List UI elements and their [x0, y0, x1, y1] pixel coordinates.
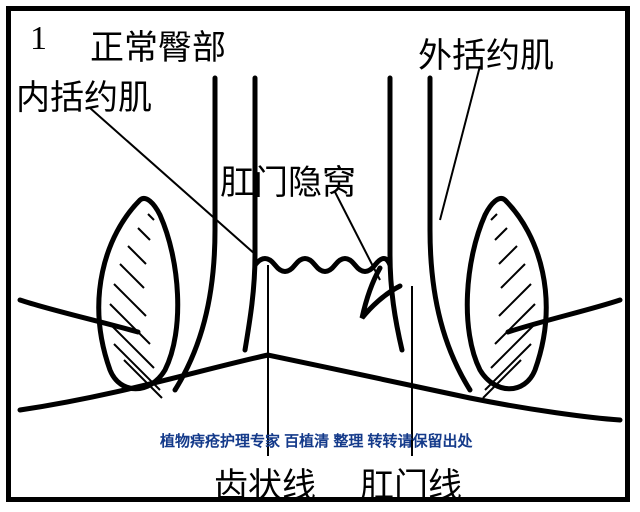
label-inner_sphincter: 内括约肌 — [16, 70, 152, 119]
label-anal_line: 肛门线 — [360, 458, 462, 507]
label-figure_number: 1 — [30, 20, 47, 58]
path-left_slope — [20, 300, 138, 332]
path-outer_right — [467, 198, 546, 388]
label-dentate_line: 齿状线 — [214, 458, 316, 507]
label-outer_sphincter: 外括约肌 — [418, 28, 554, 77]
leader-outer — [440, 66, 480, 220]
path-outer_left — [99, 198, 178, 388]
path-right_slope — [508, 300, 620, 332]
watermark-text: 植物痔疮护理专家 百植清 整理 转转请保留出处 — [160, 430, 473, 451]
label-title: 正常臀部 — [90, 20, 226, 69]
path-canal_right — [390, 78, 402, 350]
label-anal_crypt: 肛门隐窝 — [220, 155, 356, 204]
path-canal_left — [245, 78, 255, 350]
path-inner_left — [175, 78, 215, 390]
